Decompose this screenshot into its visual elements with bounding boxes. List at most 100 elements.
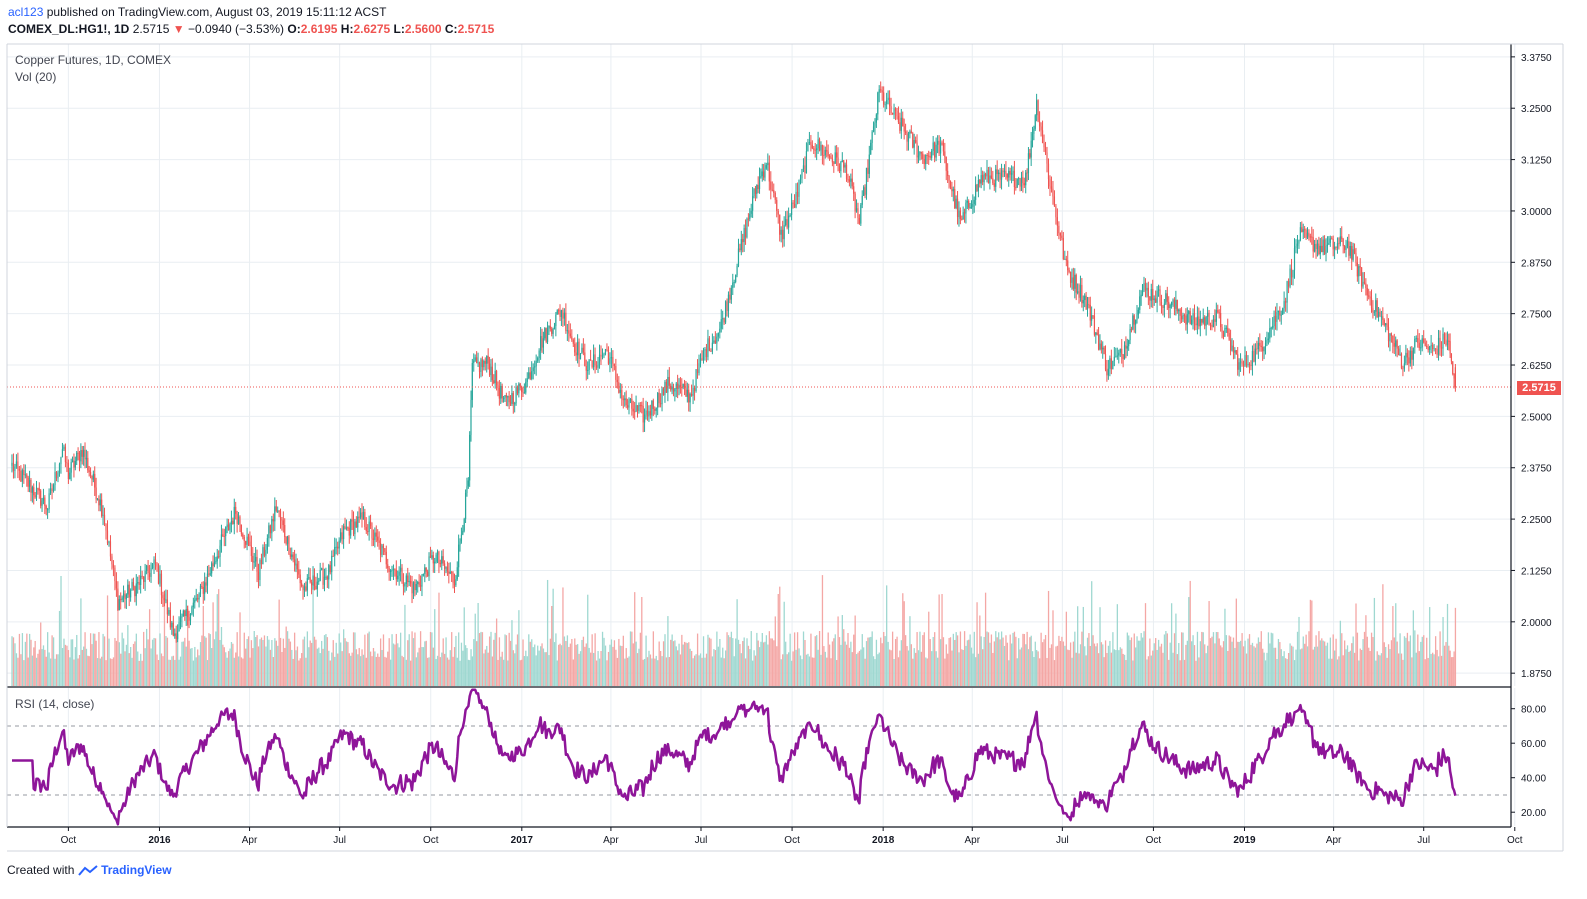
author-link[interactable]: acl123: [8, 5, 44, 19]
volume-bar: [1299, 649, 1302, 686]
volume-bar: [671, 634, 673, 686]
candle-body: [259, 559, 261, 580]
volume-bar: [35, 657, 38, 686]
volume-bar: [153, 637, 155, 686]
volume-bar: [1186, 640, 1189, 686]
candle-body: [365, 527, 367, 532]
candle-body: [865, 167, 868, 195]
candle-body: [99, 499, 101, 506]
candle-body: [246, 536, 248, 545]
volume-bar: [903, 601, 905, 686]
volume-bar: [538, 650, 540, 686]
volume-bar: [872, 656, 875, 686]
candle-body: [807, 143, 809, 152]
candle-body: [318, 580, 320, 582]
volume-bar: [763, 642, 765, 686]
candle-body: [958, 210, 960, 218]
volume-bar: [239, 612, 241, 686]
volume-bar: [507, 660, 509, 686]
candle-body: [1301, 227, 1303, 232]
candle-body: [998, 172, 1000, 175]
volume-bar: [1074, 631, 1076, 686]
volume-bar: [1284, 658, 1287, 686]
candle-body: [665, 381, 668, 393]
volume-bar: [710, 638, 712, 686]
candle-body: [667, 376, 669, 393]
publish-info: acl123 published on TradingView.com, Aug…: [8, 5, 387, 19]
candle-body: [903, 126, 905, 132]
volume-bar: [1260, 631, 1262, 686]
candle-body: [1193, 313, 1196, 324]
volume-bar: [47, 632, 49, 686]
volume-bar: [1029, 637, 1031, 686]
candle-body: [105, 523, 107, 531]
candle-body: [165, 599, 167, 601]
candle-body: [801, 169, 803, 179]
candle-body: [1311, 236, 1313, 238]
candle-body: [1232, 345, 1235, 353]
volume-bar: [678, 643, 680, 686]
volume-bar: [979, 615, 981, 686]
candle-body: [1191, 319, 1193, 325]
candle-body: [1293, 248, 1296, 271]
volume-bar: [179, 656, 182, 686]
candle-body: [831, 158, 833, 163]
candle-body: [374, 532, 376, 540]
candle-body: [124, 593, 126, 600]
candle-body: [560, 309, 563, 317]
volume-bar: [463, 607, 465, 686]
volume-bar: [1077, 606, 1079, 686]
volume-bar: [501, 651, 503, 686]
candle-body: [913, 140, 915, 148]
candle-body: [1379, 311, 1381, 317]
candle-body: [1196, 316, 1198, 326]
candle-body: [833, 162, 835, 164]
volume-bar: [665, 657, 668, 686]
volume-bar: [1235, 598, 1237, 686]
candle-body: [338, 540, 340, 549]
candle-body: [162, 595, 164, 599]
volume-bar: [130, 647, 132, 686]
volume-bar: [451, 632, 453, 686]
volume-bar: [1282, 656, 1284, 686]
volume-bar: [917, 650, 920, 686]
candle-body: [857, 208, 859, 218]
volume-bar: [1356, 632, 1359, 686]
volume-bar: [1193, 645, 1196, 686]
candle-body: [625, 398, 627, 406]
volume-bar: [941, 594, 943, 686]
candle-body: [316, 581, 318, 590]
candle-body: [1126, 346, 1128, 349]
candle-body: [954, 189, 956, 209]
volume-bar: [1331, 658, 1333, 686]
volume-bar: [905, 635, 907, 686]
volume-bar: [236, 632, 238, 686]
candle-body: [679, 384, 682, 388]
candle-body: [1224, 328, 1226, 337]
candle-body: [1068, 270, 1070, 272]
candle-body: [917, 155, 920, 158]
candle-body: [1013, 170, 1016, 188]
volume-bar: [263, 635, 266, 686]
volume-bar: [1143, 631, 1145, 686]
candle-body: [689, 393, 691, 403]
volume-bar: [76, 634, 78, 686]
volume-bar: [1018, 638, 1020, 686]
volume-bar: [306, 631, 309, 686]
volume-bar: [233, 657, 235, 686]
volume-bar: [1373, 597, 1376, 686]
last-price: 2.5715: [132, 22, 170, 36]
volume-bar: [968, 639, 970, 686]
candle-body: [1449, 341, 1451, 354]
tradingview-link[interactable]: TradingView: [101, 863, 172, 877]
candle-body: [1155, 298, 1157, 303]
volume-bar: [469, 660, 471, 686]
candle-body: [11, 462, 13, 466]
candle-body: [1016, 178, 1018, 188]
volume-bar: [603, 637, 605, 686]
volume-bar: [308, 647, 310, 686]
candle-body: [289, 554, 291, 557]
candle-body: [1259, 342, 1261, 346]
volume-bar: [984, 592, 987, 686]
